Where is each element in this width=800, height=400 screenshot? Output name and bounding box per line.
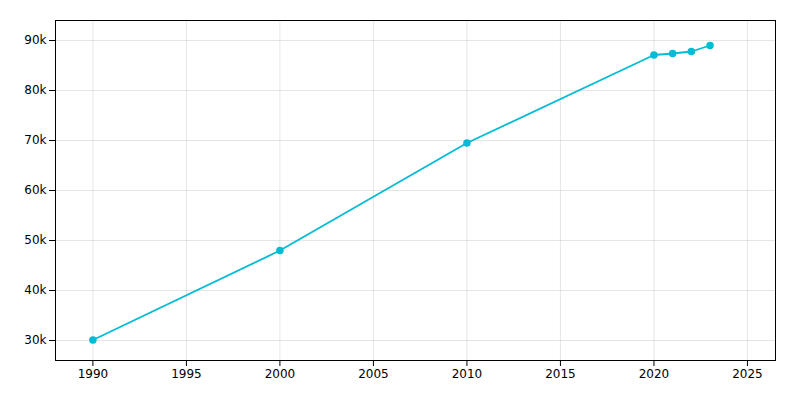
svg-text:80k: 80k: [24, 83, 46, 97]
svg-text:2015: 2015: [545, 367, 576, 381]
svg-text:1990: 1990: [78, 367, 109, 381]
svg-text:50k: 50k: [24, 233, 46, 247]
svg-text:40k: 40k: [24, 283, 46, 297]
svg-text:2005: 2005: [358, 367, 389, 381]
svg-text:2025: 2025: [732, 367, 763, 381]
svg-text:60k: 60k: [24, 183, 46, 197]
svg-text:90k: 90k: [24, 33, 46, 47]
svg-text:70k: 70k: [24, 133, 46, 147]
svg-text:30k: 30k: [24, 333, 46, 347]
svg-text:2010: 2010: [452, 367, 483, 381]
svg-text:2000: 2000: [265, 367, 296, 381]
svg-text:2020: 2020: [639, 367, 670, 381]
svg-text:1995: 1995: [171, 367, 202, 381]
